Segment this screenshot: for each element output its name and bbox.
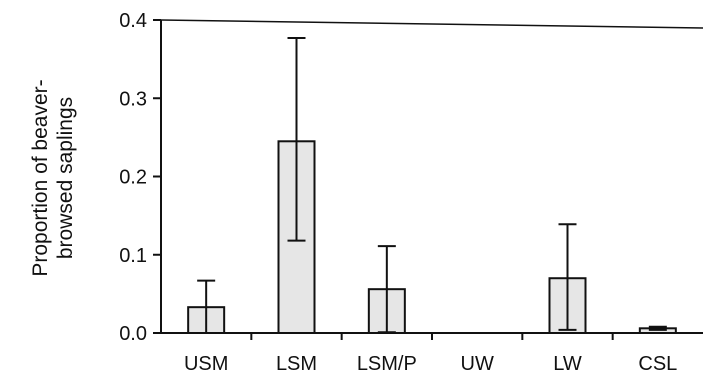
y-tick-label: 0.4 <box>119 10 147 32</box>
error-bar <box>558 223 577 331</box>
x-axis: USM LSM LSM/P UW LW CSL <box>184 333 677 375</box>
y-tick-label: 0.0 <box>119 323 147 345</box>
plot-frame <box>160 19 703 334</box>
x-tick-label: CSL <box>638 353 677 375</box>
error-bars <box>197 36 667 334</box>
y-axis-title: Proportion of beaver- browsed saplings <box>29 79 77 276</box>
x-tick-label: LSM/P <box>357 353 417 375</box>
error-bar <box>287 36 306 242</box>
error-bar <box>197 279 216 334</box>
y-axis-title-line-1: Proportion of beaver- <box>29 79 52 276</box>
bars <box>187 140 677 335</box>
x-tick-label: UW <box>461 353 494 375</box>
x-tick-label: USM <box>184 353 228 375</box>
y-axis-title-line-2: browsed saplings <box>54 97 77 259</box>
y-tick-label: 0.2 <box>119 167 147 189</box>
y-tick-label: 0.3 <box>119 88 147 110</box>
x-tick-label: LSM <box>276 353 317 375</box>
x-tick-label: LW <box>553 353 582 375</box>
plot-top-border <box>160 19 703 29</box>
error-bar <box>377 245 396 334</box>
error-bar <box>648 325 667 331</box>
y-axis: 0.0 0.1 0.2 0.3 0.4 <box>119 10 161 345</box>
y-tick-label: 0.1 <box>119 245 147 267</box>
